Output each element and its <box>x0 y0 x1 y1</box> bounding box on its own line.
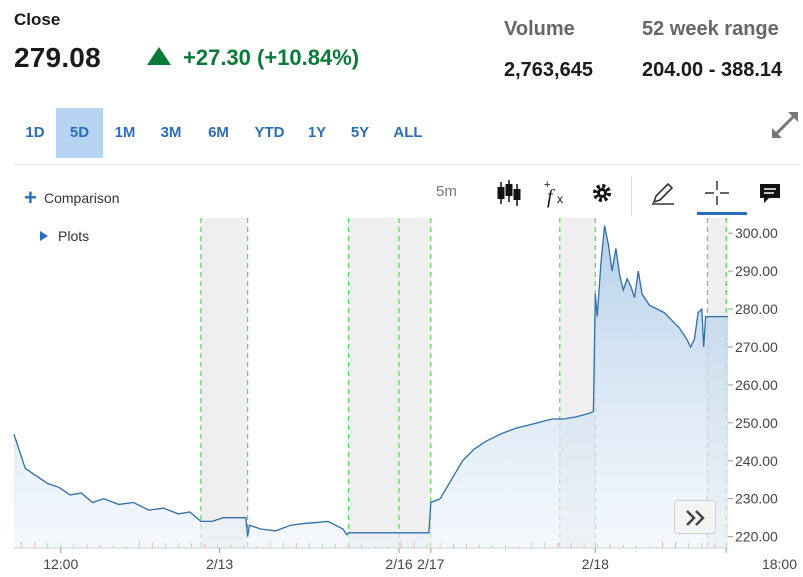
range-tabs: 1D 5D 1M 3M 6M YTD 1Y 5Y ALL <box>14 108 433 158</box>
tab-1d[interactable]: 1D <box>25 124 45 141</box>
y-tick-label: 250.00 <box>735 415 778 431</box>
x-tick-label: 2/17 <box>417 556 444 572</box>
x-tick-label: 2/13 <box>206 556 233 572</box>
y-tick-label: 220.00 <box>735 529 778 545</box>
price-area <box>14 225 728 548</box>
x-tick-label: 18:00 <box>762 556 797 572</box>
y-tick-label: 290.00 <box>735 263 778 279</box>
y-tick-label: 260.00 <box>735 377 778 393</box>
expand-icon[interactable] <box>768 108 802 142</box>
function-icon[interactable]: + f x <box>539 178 569 208</box>
toolbar-separator <box>631 176 632 216</box>
double-chevron-right-icon <box>686 510 705 526</box>
crosshair-icon[interactable] <box>702 178 732 208</box>
caret-right-icon <box>40 231 48 241</box>
tab-3m[interactable]: 3M <box>160 124 182 141</box>
x-tick-label: 2/18 <box>582 556 609 572</box>
gear-icon[interactable] <box>587 178 617 208</box>
x-tick-label: 2/16 <box>385 556 412 572</box>
volume-label: Volume <box>504 18 575 40</box>
toolbar-divider <box>14 164 801 165</box>
y-tick-label: 230.00 <box>735 491 778 507</box>
tab-6m[interactable]: 6M <box>208 124 229 141</box>
active-tool-indicator <box>697 212 747 215</box>
comment-icon[interactable] <box>755 178 785 208</box>
svg-text:f: f <box>547 186 555 208</box>
tab-5d[interactable]: 5D <box>56 108 103 158</box>
plots-label: Plots <box>58 228 90 244</box>
closed-market-band <box>200 218 248 548</box>
svg-text:x: x <box>557 192 563 206</box>
tab-all[interactable]: ALL <box>393 124 423 141</box>
week-range-value: 204.00 - 388.14 <box>642 59 783 81</box>
close-label: Close <box>14 10 61 29</box>
y-tick-label: 280.00 <box>735 301 778 317</box>
scroll-to-latest-button[interactable] <box>674 500 716 534</box>
tab-5y[interactable]: 5Y <box>350 124 370 141</box>
price-line <box>13 225 728 537</box>
x-tick-label: 12:00 <box>43 556 78 572</box>
up-arrow-icon <box>147 47 171 65</box>
svg-text:+: + <box>544 179 550 191</box>
pencil-icon[interactable] <box>648 178 678 208</box>
close-price: 279.08 <box>14 42 101 73</box>
interval-selector[interactable]: 5m <box>436 183 457 200</box>
tab-1m[interactable]: 1M <box>114 124 136 141</box>
plus-icon: + <box>24 185 37 210</box>
price-change: +27.30 (+10.84%) <box>183 45 360 70</box>
y-tick-label: 300.00 <box>735 225 778 241</box>
y-tick-label: 240.00 <box>735 453 778 469</box>
plots-button[interactable]: Plots <box>40 226 89 246</box>
closed-market-band <box>348 218 431 548</box>
tab-ytd[interactable]: YTD <box>254 124 285 141</box>
candlestick-icon[interactable] <box>494 178 524 208</box>
tab-1y[interactable]: 1Y <box>307 124 327 141</box>
volume-value: 2,763,645 <box>504 59 593 81</box>
y-tick-label: 270.00 <box>735 339 778 355</box>
week-range-label: 52 week range <box>642 18 779 40</box>
comparison-button[interactable]: + Comparison <box>24 186 119 210</box>
comparison-label: Comparison <box>44 190 120 206</box>
